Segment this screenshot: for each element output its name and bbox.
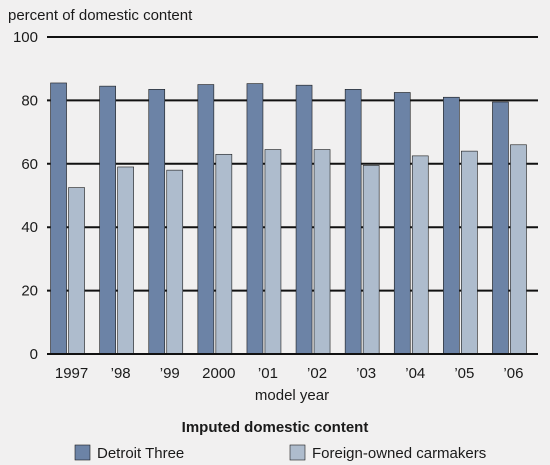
bar-foreign-owned [461,150,478,355]
bar-foreign-owned [68,187,85,355]
y-tick-label: 20 [21,283,38,300]
y-tick-label: 80 [21,92,38,109]
bar-detroit-three [50,82,67,355]
y-tick-labels: 0 20 40 60 80 100 [13,29,38,363]
legend-title: Imputed domestic content [182,419,369,436]
bars [50,82,527,355]
bar-foreign-owned [411,155,429,355]
bar-detroit-three [197,84,215,355]
bar-foreign-owned [313,149,331,355]
bar-foreign-owned [117,166,134,355]
x-tick-label: ’01 [258,365,278,382]
bar-detroit-three [344,89,362,355]
bar-detroit-three [99,85,116,355]
x-tick-label: 2000 [202,365,235,382]
x-tick-label: 1997 [55,365,88,382]
bar-detroit-three [492,101,509,355]
legend-swatch [289,444,306,461]
bar-foreign-owned [166,169,184,355]
bar-detroit-three [148,89,166,355]
legend: Detroit Three Foreign-owned carmakers [74,444,486,462]
bar-detroit-three [393,92,411,355]
x-tick-label: ’06 [503,365,523,382]
x-tick-labels: 1997 ’98 ’99 2000 ’01 ’02 ’03 ’04 ’05 ’06 [55,365,524,382]
x-tick-label: ’04 [405,365,425,382]
bar-foreign-owned [215,153,233,355]
x-tick-label: ’02 [307,365,327,382]
y-tick-label: 40 [21,219,38,236]
legend-swatch [74,444,91,461]
bar-foreign-owned [362,165,380,355]
bar-foreign-owned [510,144,527,355]
bar-detroit-three [443,96,460,355]
legend-label: Detroit Three [97,445,184,462]
y-tick-label: 0 [30,346,38,363]
x-axis-title: model year [255,387,329,404]
bar-detroit-three [246,83,264,355]
legend-label: Foreign-owned carmakers [312,445,486,462]
bar-foreign-owned [264,149,282,355]
x-tick-label: ’99 [160,365,180,382]
y-tick-label: 60 [21,156,38,173]
x-tick-label: ’05 [454,365,474,382]
y-axis-title: percent of domestic content [8,7,193,24]
x-tick-label: ’98 [111,365,131,382]
bar-detroit-three [295,84,313,355]
y-tick-label: 100 [13,29,38,46]
x-tick-label: ’03 [356,365,376,382]
